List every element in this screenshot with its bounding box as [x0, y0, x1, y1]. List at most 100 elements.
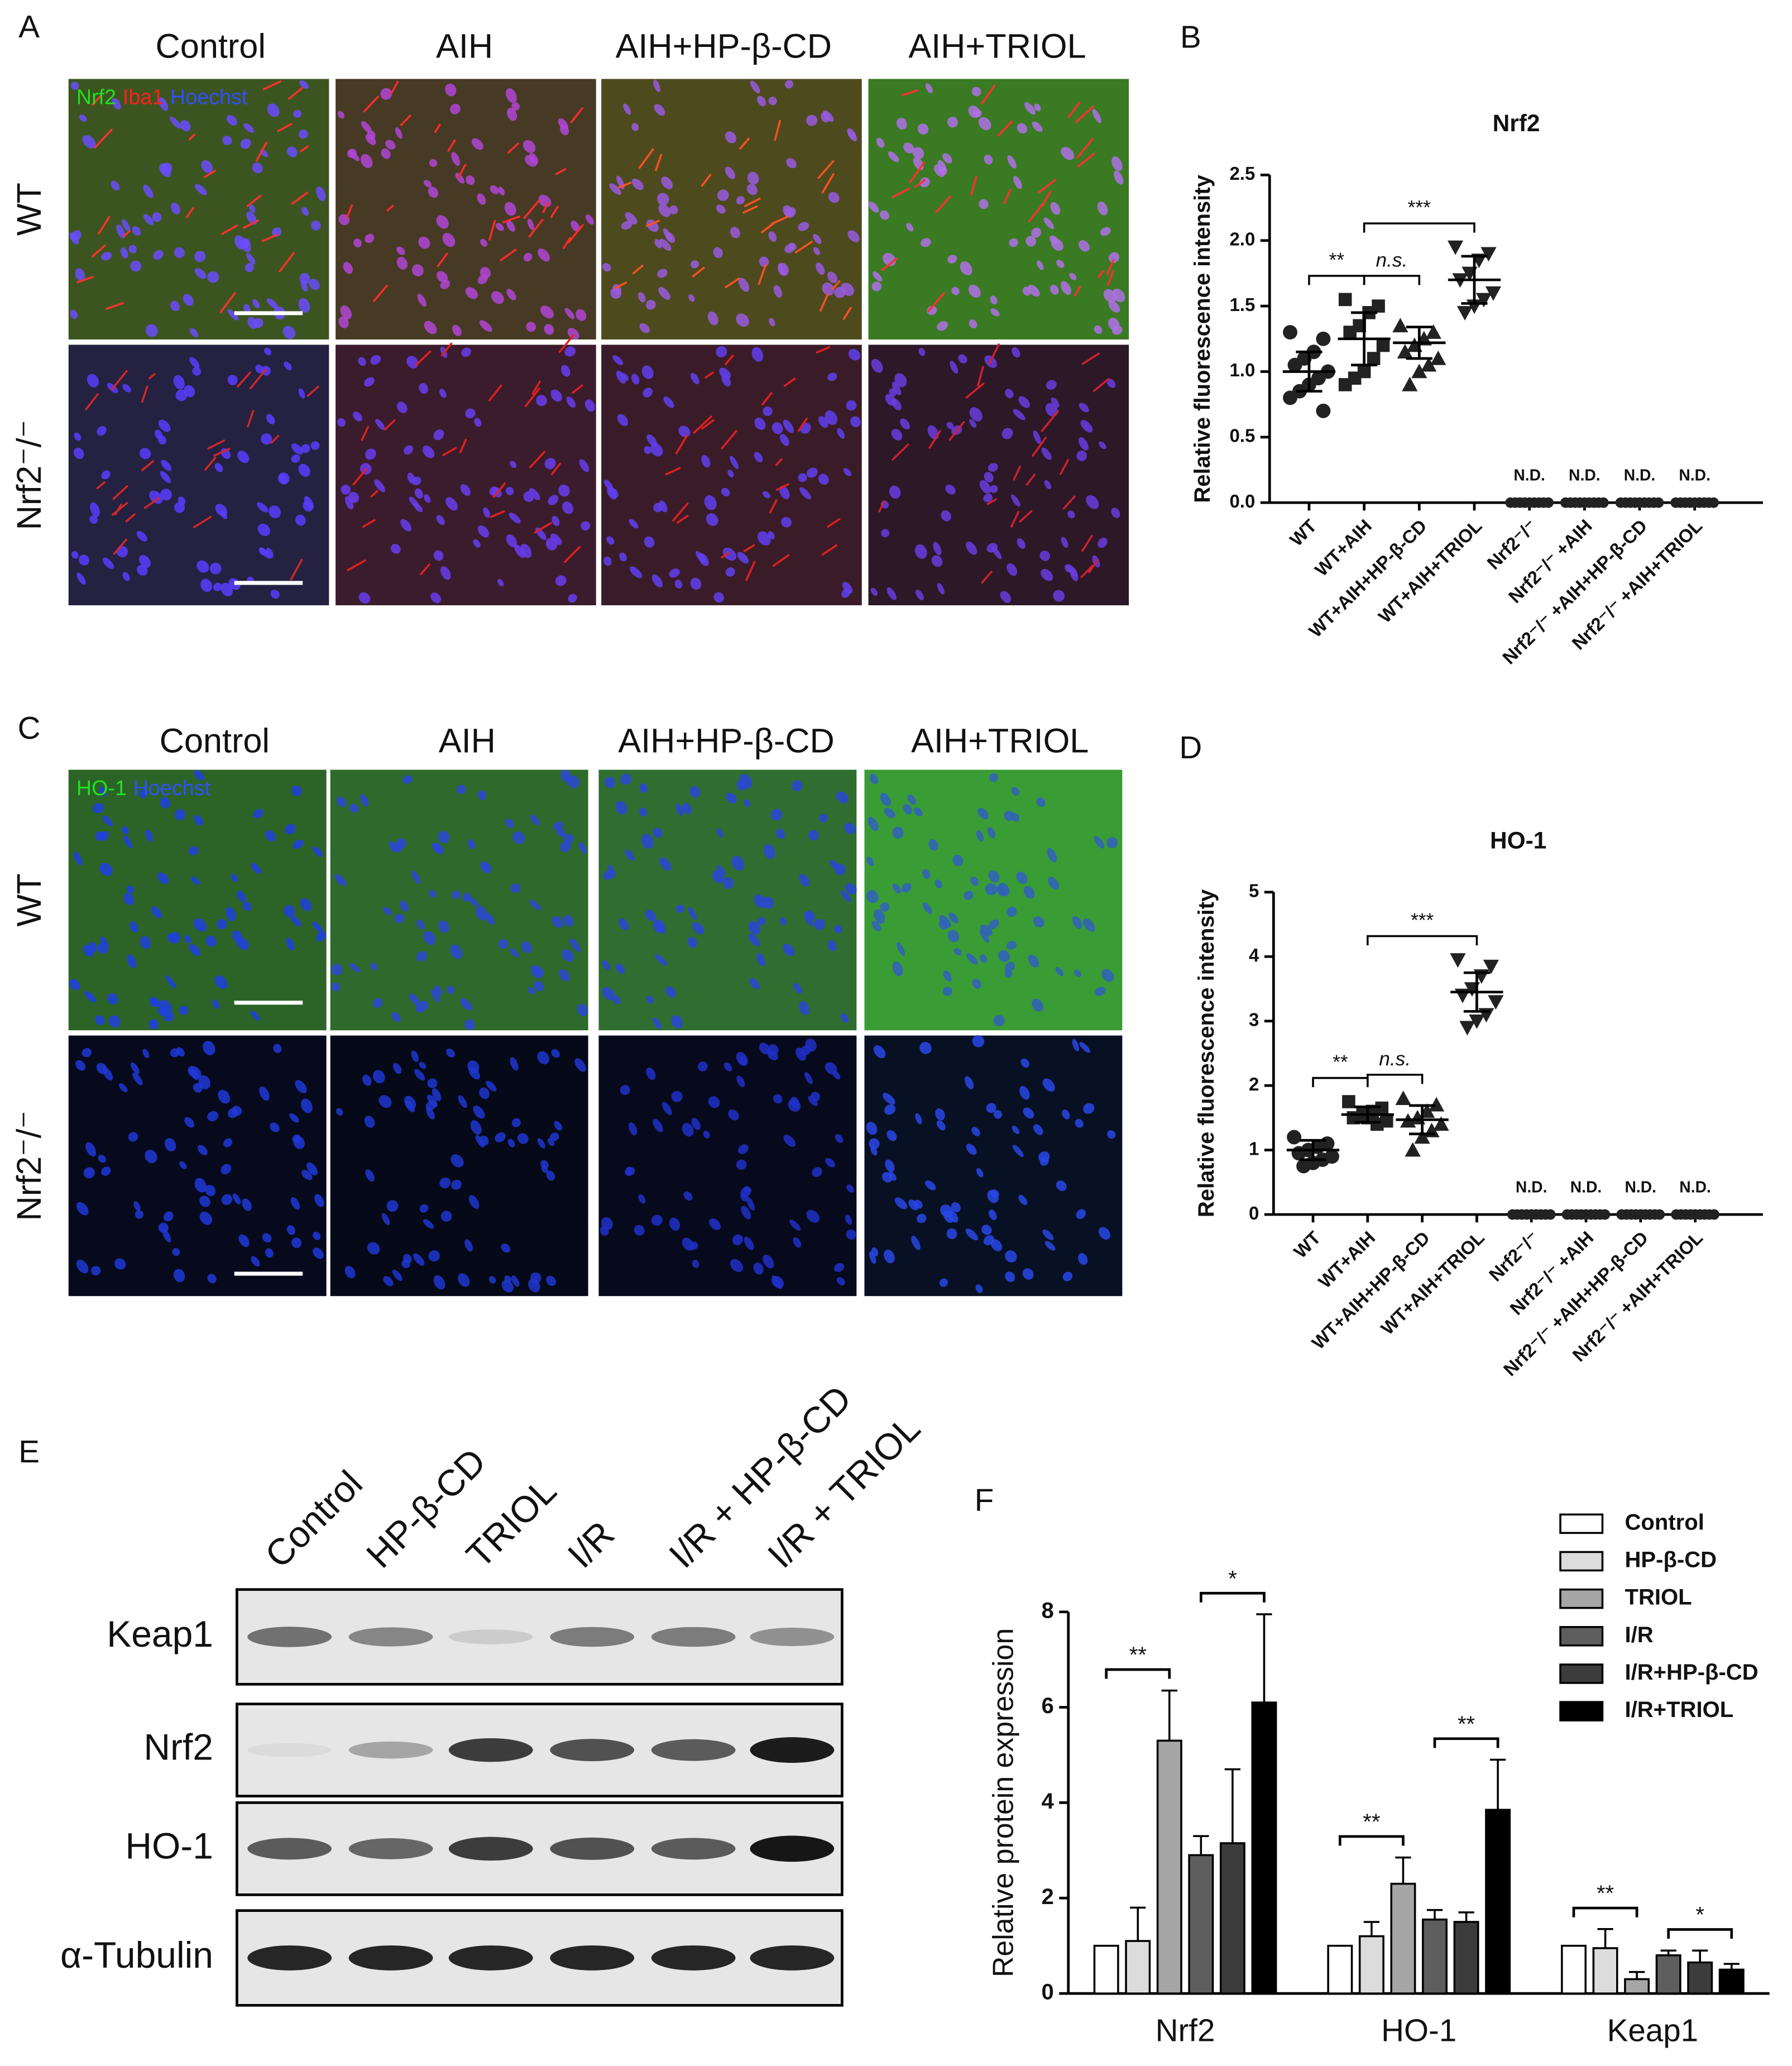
process [1041, 190, 1052, 207]
process [1093, 377, 1110, 393]
nucleus [120, 247, 128, 259]
nucleus [781, 516, 792, 528]
nucleus [347, 149, 357, 159]
nucleus [912, 147, 924, 159]
data-point [1469, 1014, 1485, 1029]
nucleus [834, 925, 842, 934]
nucleus [143, 214, 154, 226]
nucleus [937, 321, 948, 331]
nucleus [936, 1120, 946, 1131]
nucleus [708, 1096, 720, 1108]
nucleus [475, 906, 487, 920]
nucleus [242, 1198, 252, 1211]
nucleus [671, 1091, 683, 1102]
nucleus [474, 418, 482, 427]
process [901, 89, 919, 97]
nucleus [102, 557, 114, 570]
nucleus [617, 414, 629, 427]
nucleus [442, 233, 456, 247]
nucleus [527, 218, 534, 231]
nucleus [391, 1012, 401, 1022]
nucleus [411, 476, 421, 486]
nucleus [426, 1107, 435, 1120]
data-point [1450, 953, 1466, 968]
nucleus [690, 577, 702, 590]
nucleus [805, 910, 815, 921]
nucleus [135, 1210, 143, 1219]
nucleus [392, 1269, 403, 1281]
nucleus [465, 408, 476, 419]
nucleus [870, 1145, 878, 1156]
nucleus [892, 883, 901, 894]
nucleus [452, 324, 462, 337]
nucleus [1056, 1180, 1067, 1192]
nucleus [725, 567, 735, 577]
nucleus [1017, 123, 1028, 134]
nucleus [835, 1134, 844, 1143]
process [1081, 534, 1094, 552]
micrograph [864, 1035, 1123, 1297]
panel-label: B [1180, 20, 1201, 55]
nucleus [988, 463, 998, 472]
nucleus [958, 354, 967, 364]
nucleus [439, 389, 447, 398]
nucleus [483, 912, 495, 925]
nucleus [1047, 848, 1057, 863]
nucleus [911, 1236, 921, 1250]
nucleus [971, 1127, 980, 1136]
nucleus [372, 1070, 385, 1084]
nucleus [783, 944, 795, 957]
nucleus [628, 1122, 638, 1136]
nucleus [646, 995, 654, 1004]
nucleus [1034, 103, 1041, 112]
nucleus [130, 260, 142, 272]
error-bar [1193, 1835, 1209, 1855]
nucleus [796, 1048, 807, 1061]
nucleus [365, 1169, 375, 1182]
nucleus [969, 419, 977, 428]
nucleus [291, 455, 300, 463]
process [550, 462, 562, 476]
nucleus [1022, 286, 1031, 296]
process [892, 187, 911, 199]
process [692, 266, 706, 278]
nucleus [585, 214, 594, 225]
nucleus [279, 474, 288, 484]
process [204, 456, 217, 471]
process [821, 173, 835, 194]
nucleus [498, 186, 505, 195]
nucleus [750, 80, 760, 94]
nucleus [226, 114, 237, 126]
data-point [1343, 326, 1357, 339]
process [111, 501, 128, 516]
legend-label: I/R+TRIOL [1625, 1697, 1734, 1722]
band [750, 1627, 835, 1646]
nucleus [868, 202, 879, 213]
nucleus [365, 134, 376, 145]
nucleus [918, 348, 926, 356]
nucleus [827, 271, 837, 283]
nucleus [1023, 1107, 1034, 1119]
nucleus [331, 964, 343, 975]
nucleus [880, 793, 891, 806]
nucleus [943, 987, 952, 996]
process [185, 207, 195, 219]
nucleus [1083, 1103, 1095, 1114]
nucleus [164, 1011, 174, 1022]
micrograph [68, 769, 327, 1031]
nucleus [1013, 409, 1026, 420]
nucleus [646, 434, 658, 447]
nucleus [266, 414, 275, 425]
column-label: AIH [436, 27, 493, 65]
nucleus [922, 869, 931, 879]
nucleus [266, 298, 279, 309]
process [542, 202, 549, 213]
nucleus [1004, 969, 1013, 978]
error-bar [1489, 1758, 1506, 1810]
nucleus [361, 154, 373, 169]
nucleus [749, 978, 760, 989]
nucleus [716, 204, 726, 214]
process [141, 385, 148, 403]
legend-swatch [1559, 1588, 1604, 1609]
nucleus [799, 487, 811, 500]
